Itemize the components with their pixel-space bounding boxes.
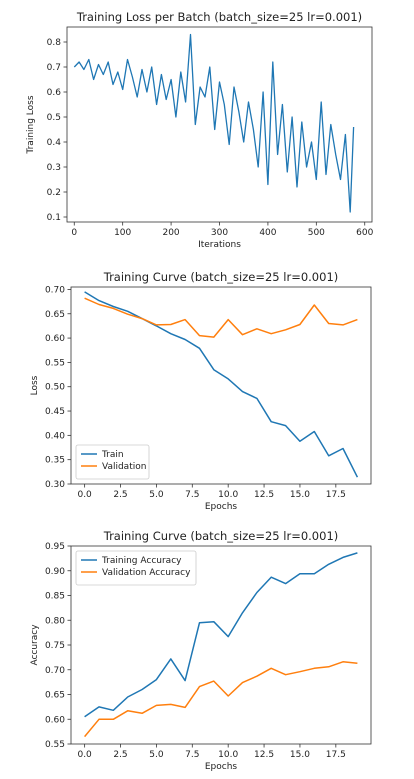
y-tick-label: 0.85: [45, 592, 65, 602]
series-line-train: [84, 291, 359, 478]
y-tick-label: 0.4: [47, 138, 62, 148]
series-line-validation-accuracy: [84, 661, 358, 738]
y-tick-label: 0.30: [45, 480, 65, 490]
x-tick-label: 12.5: [254, 750, 274, 760]
y-tick-label: 0.90: [45, 567, 65, 577]
x-tick-label: 400: [259, 228, 276, 238]
x-tick-label: 100: [114, 228, 131, 238]
x-tick-label: 0: [71, 228, 77, 238]
x-axis-label: Epochs: [205, 502, 238, 512]
series-line-validation: [84, 297, 358, 338]
chart-1: Training Loss per Batch (batch_size=25 l…: [26, 10, 374, 250]
y-axis-label: Accuracy: [30, 624, 40, 666]
y-tick-label: 0.7: [47, 63, 61, 73]
x-axis-label: Epochs: [205, 762, 238, 772]
x-tick-label: 15.0: [290, 490, 310, 500]
y-tick-label: 0.1: [47, 213, 61, 223]
y-tick-label: 0.35: [45, 456, 65, 466]
axes-frame: [70, 286, 372, 485]
y-axis-label: Training Loss: [26, 95, 36, 154]
y-tick-label: 0.95: [45, 542, 65, 552]
y-tick-label: 0.45: [45, 407, 65, 417]
x-tick-label: 0.0: [77, 490, 92, 500]
y-tick-label: 0.8: [47, 38, 62, 48]
chart-title: Training Loss per Batch (batch_size=25 l…: [76, 10, 362, 24]
y-tick-label: 0.60: [45, 334, 65, 344]
x-tick-label: 5.0: [149, 750, 164, 760]
y-tick-label: 0.40: [45, 431, 65, 441]
x-tick-label: 5.0: [149, 490, 164, 500]
y-tick-label: 0.75: [45, 641, 65, 651]
y-tick-label: 0.65: [45, 310, 65, 320]
legend-label: Training Accuracy: [101, 556, 182, 566]
y-tick-label: 0.50: [45, 383, 65, 393]
y-tick-label: 0.65: [45, 691, 65, 701]
x-tick-label: 7.5: [185, 490, 199, 500]
y-tick-label: 0.3: [47, 163, 61, 173]
y-tick-label: 0.55: [45, 358, 65, 368]
legend: Training Accuracy Validation Accuracy: [75, 550, 197, 586]
x-tick-label: 17.5: [326, 750, 346, 760]
x-tick-label: 200: [162, 228, 179, 238]
y-tick-label: 0.55: [45, 740, 65, 750]
y-axis-label: Loss: [30, 375, 40, 395]
x-tick-label: 15.0: [290, 750, 310, 760]
y-tick-label: 0.6: [47, 88, 62, 98]
chart-title: Training Curve (batch_size=25 lr=0.001): [103, 270, 339, 284]
x-tick-label: 7.5: [185, 750, 199, 760]
y-tick-label: 0.80: [45, 616, 65, 626]
x-tick-label: 10.0: [218, 490, 238, 500]
x-tick-label: 0.0: [77, 750, 92, 760]
x-tick-label: 10.0: [218, 750, 238, 760]
chart-2: Training Curve (batch_size=25 lr=0.001) 0…: [30, 270, 372, 512]
y-tick-label: 0.70: [45, 285, 65, 295]
x-tick-label: 600: [356, 228, 373, 238]
x-tick-label: 2.5: [113, 490, 127, 500]
x-tick-label: 17.5: [326, 490, 346, 500]
x-tick-label: 12.5: [254, 490, 274, 500]
legend-box: [75, 550, 197, 586]
legend-label: Validation Accuracy: [102, 568, 191, 578]
legend-label: Train: [101, 450, 124, 460]
chart-title: Training Curve (batch_size=25 lr=0.001): [103, 529, 339, 543]
y-tick-label: 0.5: [47, 113, 61, 123]
x-tick-label: 300: [211, 228, 228, 238]
x-tick-label: 2.5: [113, 750, 127, 760]
y-tick-label: 0.60: [45, 715, 65, 725]
axes-frame: [66, 26, 373, 223]
y-tick-label: 0.70: [45, 666, 65, 676]
series-line: [73, 33, 355, 213]
x-axis-label: Iterations: [198, 240, 241, 250]
series-line-training-accuracy: [84, 552, 358, 718]
x-tick-label: 500: [308, 228, 325, 238]
y-tick-label: 0.2: [47, 188, 61, 198]
chart-3: Training Curve (batch_size=25 lr=0.001) 0…: [30, 529, 372, 772]
legend-label: Validation: [102, 462, 146, 472]
legend: Train Validation: [75, 444, 150, 480]
